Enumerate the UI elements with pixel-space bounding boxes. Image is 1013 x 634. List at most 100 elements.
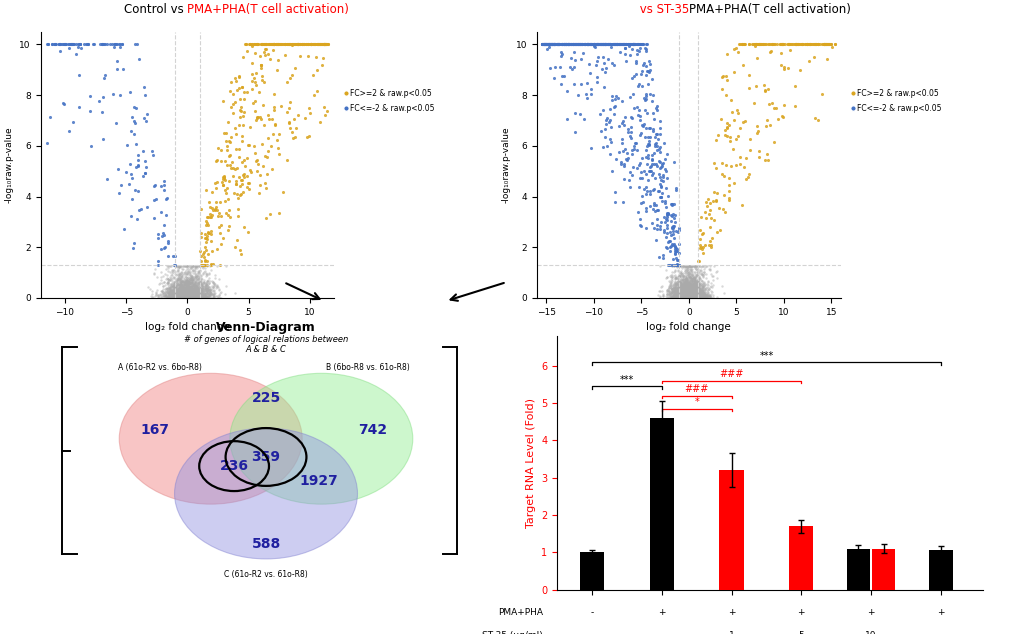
Point	[670, 291, 686, 301]
Point	[689, 289, 705, 299]
Point	[673, 287, 689, 297]
Point	[213, 260, 229, 270]
Point	[684, 269, 700, 280]
Point	[185, 266, 202, 276]
Point	[685, 281, 701, 292]
Point	[180, 276, 197, 287]
Point	[630, 207, 646, 217]
Point	[219, 281, 235, 292]
Point	[567, 39, 583, 49]
Point	[186, 291, 203, 301]
Point	[95, 134, 111, 144]
Point	[681, 284, 697, 294]
Point	[164, 290, 180, 301]
Point	[277, 39, 293, 49]
Point	[218, 188, 234, 198]
Point	[171, 283, 187, 293]
Point	[673, 292, 689, 302]
Point	[690, 278, 706, 288]
Point	[678, 289, 694, 299]
Point	[688, 291, 704, 301]
Point	[174, 283, 190, 293]
Point	[186, 283, 203, 293]
Point	[623, 39, 639, 49]
Point	[749, 53, 765, 63]
Point	[188, 271, 205, 281]
Point	[676, 273, 692, 283]
Point	[730, 39, 747, 49]
Point	[173, 276, 189, 287]
Point	[670, 278, 686, 288]
Point	[240, 178, 256, 188]
Point	[265, 39, 282, 49]
Point	[657, 291, 674, 301]
Point	[665, 292, 681, 302]
Point	[787, 81, 803, 91]
Point	[696, 292, 712, 302]
Point	[673, 268, 689, 278]
Point	[186, 283, 203, 293]
Point	[681, 267, 697, 277]
Point	[691, 287, 707, 297]
Point	[702, 198, 718, 208]
Point	[204, 281, 220, 292]
Point	[697, 293, 713, 303]
Point	[170, 292, 186, 302]
Point	[197, 281, 213, 291]
Point	[666, 290, 682, 300]
Point	[686, 292, 702, 302]
Point	[144, 286, 160, 296]
Point	[206, 285, 222, 295]
Point	[182, 293, 199, 303]
Point	[618, 39, 634, 49]
Point	[673, 290, 689, 300]
Point	[180, 283, 197, 294]
Point	[172, 292, 188, 302]
Point	[175, 291, 191, 301]
Point	[172, 277, 188, 287]
Point	[697, 283, 713, 294]
Point	[206, 292, 222, 302]
Point	[182, 283, 199, 293]
Point	[675, 288, 691, 298]
Point	[315, 39, 331, 49]
Point	[666, 288, 682, 299]
Point	[128, 162, 144, 172]
Point	[177, 283, 193, 294]
Point	[177, 283, 193, 294]
Point	[161, 290, 177, 301]
Point	[170, 293, 186, 303]
Point	[181, 267, 198, 277]
Point	[589, 39, 605, 49]
Point	[177, 290, 193, 301]
Point	[182, 289, 199, 299]
Point	[696, 285, 712, 295]
Point	[583, 84, 600, 94]
Point	[638, 91, 654, 101]
Point	[546, 39, 562, 49]
Point	[122, 87, 138, 97]
Point	[186, 290, 203, 300]
Point	[174, 293, 190, 303]
Point	[180, 289, 197, 299]
Point	[155, 288, 171, 299]
Point	[186, 289, 203, 299]
Point	[167, 287, 183, 297]
Point	[173, 288, 189, 299]
Point	[670, 288, 686, 299]
Point	[646, 172, 663, 183]
Point	[663, 288, 679, 299]
Point	[179, 261, 196, 271]
Point	[52, 39, 68, 49]
Point	[624, 113, 640, 123]
Point	[667, 292, 683, 302]
Point	[691, 288, 707, 299]
Point	[172, 283, 188, 293]
Point	[647, 141, 664, 152]
Point	[689, 262, 705, 272]
Point	[179, 266, 196, 276]
Point	[183, 289, 200, 299]
Point	[94, 92, 110, 102]
Point	[156, 277, 172, 287]
Point	[671, 287, 687, 297]
